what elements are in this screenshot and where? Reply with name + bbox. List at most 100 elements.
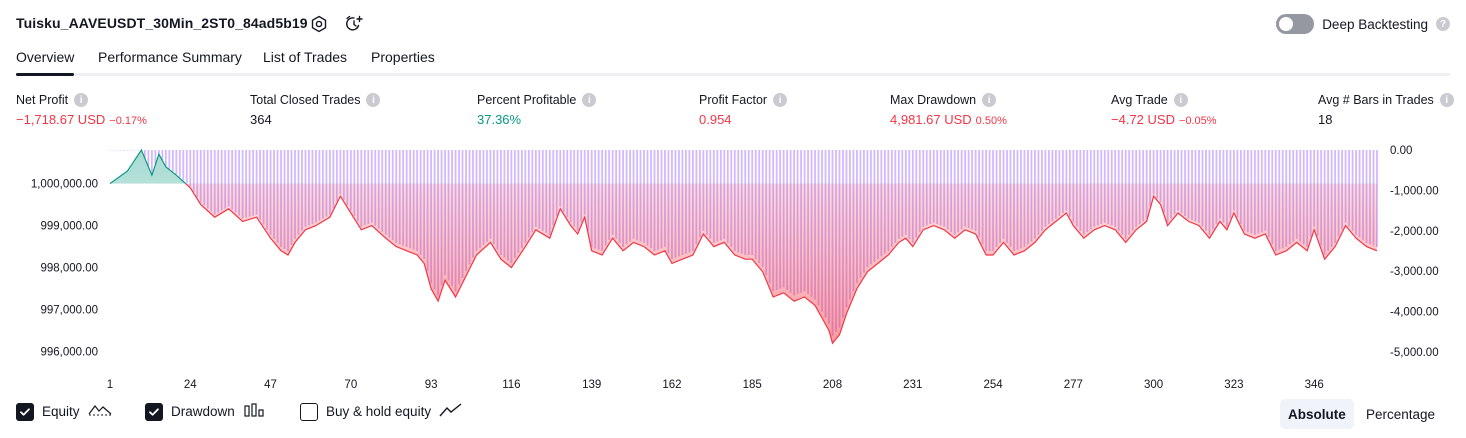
tab-list-of-trades[interactable]: List of Trades [263,49,348,65]
stat-net-profit: Net Profit i −1,718.67 USD −0.17% [16,93,147,127]
stat-max-drawdown: Max Drawdown i 4,981.67 USD 0.50% [890,93,1007,127]
left-axis-tick-label: 998,000.00 [40,263,98,275]
drawdown-bar [231,150,234,210]
drawdown-bar [1163,150,1165,213]
drawdown-bar [325,150,328,217]
info-icon[interactable]: i [366,93,381,107]
legend-buy-hold[interactable]: Buy & hold equity [300,402,463,421]
equity-negative-area [110,183,1377,344]
stat-value: 37.36% [477,112,522,127]
drawdown-bar [130,150,132,151]
stat-value: 364 [250,112,272,127]
help-icon[interactable]: ? [1436,17,1450,31]
stat-percent-profitable: Percent Profitable i 37.36% [477,93,597,127]
drawdown-bar [123,150,125,151]
info-icon[interactable]: i [74,93,89,107]
stat-profit-factor: Profit Factor i 0.954 [699,93,788,127]
drawdown-bar [116,150,118,151]
drawdown-bar [252,150,254,216]
drawdown-bar [562,150,565,212]
drawdown-label: Drawdown [171,404,235,419]
legend-drawdown[interactable]: Drawdown [145,402,265,421]
info-icon[interactable]: i [1439,93,1454,107]
drawdown-bar [332,150,335,208]
info-icon[interactable]: i [582,93,597,107]
drawdown-bar [178,150,181,178]
deep-backtesting: Deep Backtesting ? [1276,14,1450,34]
x-axis-tick-label: 116 [502,379,520,391]
drawdown-bar [349,150,352,211]
equity-drawdown-chart[interactable]: 1,000,000.00 999,000.00 998,000.00 997,000.… [0,140,1466,398]
left-axis-tick-label: 1,000,000.00 [31,179,98,191]
drawdown-bar [171,150,174,172]
gear-icon[interactable] [308,13,330,35]
drawdown-bar [196,150,199,198]
trend-line-icon [439,402,463,421]
stat-value: 0.954 [699,112,732,127]
drawdown-bar [328,150,331,215]
absolute-toggle[interactable]: Absolute [1280,399,1354,429]
x-axis-tick-label: 300 [1144,379,1163,391]
left-axis: 1,000,000.00 999,000.00 998,000.00 997,000.… [31,179,98,359]
info-icon[interactable]: i [773,93,788,107]
drawdown-bar [335,150,338,202]
drawdown-bar [1177,150,1179,211]
tab-performance-summary[interactable]: Performance Summary [98,49,242,65]
drawdown-bar [255,150,258,215]
left-axis-tick-label: 997,000.00 [40,305,98,317]
tab-properties[interactable]: Properties [371,49,435,65]
percentage-toggle[interactable]: Percentage [1366,406,1436,422]
drawdown-bar [185,150,188,184]
x-axis-tick-label: 231 [903,379,922,391]
right-axis: 0.00 -1,000.00 -2,000.00 -3,000.00 -4,000.00… [1390,145,1439,359]
drawdown-bar [583,150,586,215]
buy-hold-checkbox[interactable] [300,402,318,421]
x-axis-tick-label: 24 [184,379,197,391]
info-icon[interactable]: i [1173,93,1188,107]
drawdown-checkbox[interactable] [145,402,163,421]
stat-label: Avg # Bars in Trades [1318,93,1434,107]
equity-checkbox[interactable] [16,402,34,421]
drawdown-bar [1065,150,1068,211]
x-axis-tick-label: 254 [983,379,1003,391]
stat-label: Max Drawdown [890,93,977,107]
stat-percent: −0.17% [109,115,147,127]
deep-backtesting-toggle[interactable] [1276,14,1315,34]
tab-overview[interactable]: Overview [16,49,75,76]
drawdown-bar [203,150,206,206]
x-axis-tick-label: 277 [1064,379,1083,391]
drawdown-bar [137,150,139,151]
drawdown-bar [346,150,349,206]
strategy-title: Tuisku_AAVEUSDT_30Min_2ST0_84ad5b19 [16,15,308,31]
drawdown-bar [126,150,129,151]
drawdown-bar [1058,150,1061,216]
stat-label: Avg Trade [1111,93,1168,107]
alarm-clock-plus-icon[interactable] [343,13,365,35]
drawdown-bar [1068,150,1071,217]
left-axis-tick-label: 999,000.00 [40,221,98,233]
drawdown-bar [1156,150,1159,199]
stat-value: 18 [1318,112,1333,127]
drawdown-bar [555,150,558,216]
drawdown-bar [1159,150,1162,203]
x-axis-tick-label: 323 [1224,379,1243,391]
drawdown-bar [192,150,195,192]
top-bar: Tuisku_AAVEUSDT_30Min_2ST0_84ad5b19 Deep… [16,12,1450,38]
drawdown-bar [206,150,209,209]
stat-label: Net Profit [16,93,69,107]
legend-equity[interactable]: Equity [16,402,112,421]
drawdown-bar [339,150,342,195]
drawdown-bar [1184,150,1186,216]
info-icon[interactable]: i [982,93,997,107]
stat-percent: 0.50% [975,115,1007,127]
drawdown-bar [189,150,192,187]
equity-line-icon [88,402,112,421]
x-axis-tick-label: 346 [1305,379,1324,391]
drawdown-bar [224,150,227,209]
drawdown-bar [217,150,220,213]
drawdown-bar [150,150,153,175]
right-axis-tick-label: -1,000.00 [1390,185,1439,197]
right-axis-tick-label: -4,000.00 [1390,307,1439,319]
right-axis-tick-label: -5,000.00 [1390,347,1439,359]
drawdown-bar [133,150,136,151]
